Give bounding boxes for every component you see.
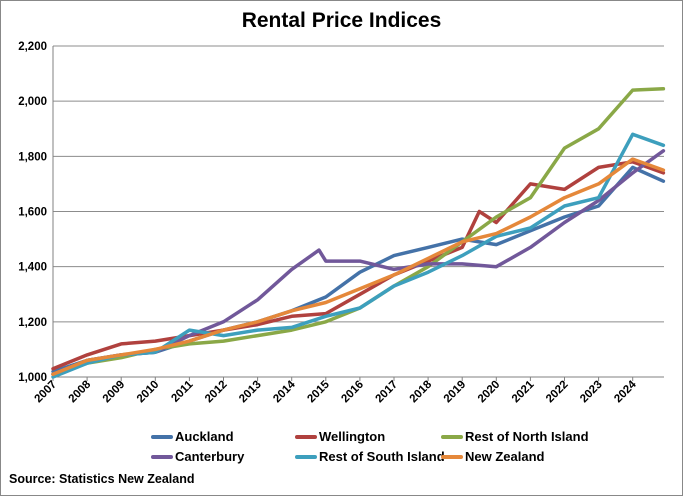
- x-tick-label: 2015: [305, 378, 332, 405]
- legend-item: New Zealand: [441, 449, 544, 464]
- legend-swatch: [295, 454, 317, 459]
- x-tick-label: 2010: [135, 379, 162, 406]
- legend-item: Auckland: [151, 429, 234, 444]
- chart-title: Rental Price Indices: [241, 9, 442, 32]
- legend-swatch: [295, 434, 317, 439]
- x-tick-label: 2009: [101, 379, 128, 406]
- legend-label: Rest of North Island: [465, 429, 589, 444]
- legend-item: Canterbury: [151, 449, 244, 464]
- x-tick-label: 2019: [442, 379, 469, 406]
- y-tick-label: 1,000: [18, 372, 47, 384]
- series-line-new-zealand: [51, 157, 666, 376]
- y-tick-label: 2,000: [18, 96, 47, 108]
- legend-item: Wellington: [295, 429, 385, 444]
- y-tick-label: 2,200: [18, 41, 47, 53]
- legend-swatch: [151, 454, 173, 459]
- y-tick-label: 1,800: [18, 151, 47, 163]
- legend-label: Rest of South Island: [319, 449, 445, 464]
- x-tick-label: 2022: [544, 379, 571, 406]
- series-line-rest-of-north-island: [51, 87, 666, 376]
- x-tick-label: 2017: [374, 379, 401, 406]
- x-tick-label: 2011: [169, 378, 196, 405]
- y-tick-label: 1,600: [18, 207, 47, 219]
- x-tick-label: 2012: [203, 379, 230, 406]
- legend-label: Auckland: [175, 429, 234, 444]
- legend-swatch: [441, 454, 463, 459]
- x-tick-label: 2018: [408, 378, 435, 405]
- x-tick-label: 2021: [510, 378, 537, 405]
- x-tick-label: 2013: [237, 379, 264, 406]
- x-tick-label: 2023: [578, 379, 605, 406]
- series-line-wellington: [51, 160, 666, 371]
- x-tick-label: 2024: [612, 378, 639, 405]
- legend-label: Canterbury: [175, 449, 245, 464]
- source-note: Source: Statistics New Zealand: [9, 472, 195, 486]
- legend-swatch: [151, 434, 173, 439]
- legend-label: Wellington: [319, 429, 386, 444]
- x-tick-label: 2014: [271, 378, 298, 405]
- x-tick-label: 2008: [67, 378, 94, 405]
- legend-swatch: [441, 434, 463, 439]
- y-tick-label: 1,400: [18, 262, 47, 274]
- legend-item: Rest of North Island: [441, 429, 589, 444]
- x-tick-label: 2016: [339, 379, 366, 406]
- x-tick-label: 2020: [476, 379, 503, 406]
- series-line-rest-of-south-island: [51, 132, 666, 379]
- legend-label: New Zealand: [465, 449, 545, 464]
- y-tick-label: 1,200: [18, 317, 47, 329]
- legend-item: Rest of South Island: [295, 449, 445, 464]
